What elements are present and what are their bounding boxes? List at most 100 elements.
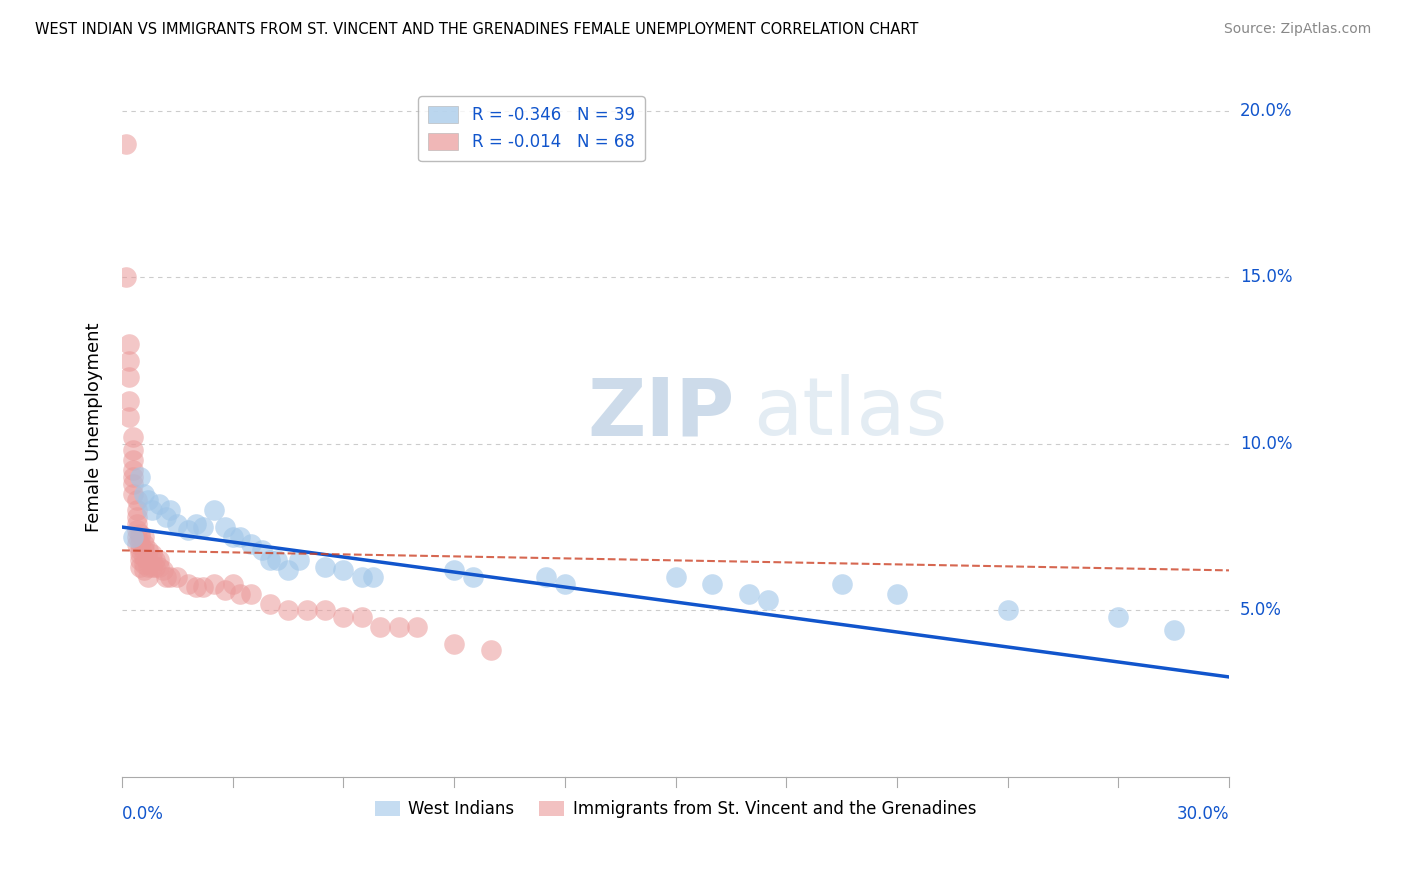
Point: [370, 620, 392, 634]
Point: [134, 487, 156, 501]
Text: ZIP: ZIP: [586, 374, 734, 452]
Point: [118, 353, 141, 368]
Point: [155, 570, 177, 584]
Text: 15.0%: 15.0%: [1240, 268, 1292, 286]
Point: [443, 637, 465, 651]
Point: [332, 563, 354, 577]
Point: [148, 560, 170, 574]
Point: [184, 516, 207, 531]
Point: [252, 543, 274, 558]
Point: [240, 587, 263, 601]
Point: [295, 603, 318, 617]
Text: 30.0%: 30.0%: [1177, 805, 1229, 822]
Legend: West Indians, Immigrants from St. Vincent and the Grenadines: West Indians, Immigrants from St. Vincen…: [368, 793, 983, 824]
Point: [122, 530, 145, 544]
Point: [125, 537, 148, 551]
Point: [129, 470, 152, 484]
Point: [122, 430, 145, 444]
Point: [222, 576, 245, 591]
Point: [1163, 624, 1185, 638]
Point: [141, 503, 163, 517]
Point: [314, 560, 336, 574]
Point: [159, 503, 181, 517]
Point: [184, 580, 207, 594]
Point: [997, 603, 1019, 617]
Point: [125, 510, 148, 524]
Point: [166, 516, 188, 531]
Point: [141, 553, 163, 567]
Point: [143, 560, 166, 574]
Point: [738, 587, 761, 601]
Point: [350, 570, 373, 584]
Point: [536, 570, 558, 584]
Point: [129, 547, 152, 561]
Point: [122, 453, 145, 467]
Point: [314, 603, 336, 617]
Point: [122, 463, 145, 477]
Point: [125, 524, 148, 538]
Point: [664, 570, 686, 584]
Point: [554, 576, 576, 591]
Point: [118, 410, 141, 425]
Point: [702, 576, 724, 591]
Point: [125, 516, 148, 531]
Point: [159, 570, 181, 584]
Point: [129, 526, 152, 541]
Text: Source: ZipAtlas.com: Source: ZipAtlas.com: [1223, 22, 1371, 37]
Text: 0.0%: 0.0%: [122, 805, 165, 822]
Point: [134, 537, 156, 551]
Point: [143, 553, 166, 567]
Point: [122, 476, 145, 491]
Point: [406, 620, 429, 634]
Point: [118, 337, 141, 351]
Point: [155, 510, 177, 524]
Point: [148, 497, 170, 511]
Point: [350, 610, 373, 624]
Point: [125, 530, 148, 544]
Point: [193, 520, 215, 534]
Point: [136, 493, 159, 508]
Point: [134, 549, 156, 564]
Point: [118, 370, 141, 384]
Point: [129, 543, 152, 558]
Point: [125, 493, 148, 508]
Point: [152, 563, 174, 577]
Point: [193, 580, 215, 594]
Point: [259, 553, 281, 567]
Text: 10.0%: 10.0%: [1240, 434, 1292, 453]
Point: [259, 597, 281, 611]
Point: [361, 570, 384, 584]
Point: [277, 603, 299, 617]
Point: [177, 576, 200, 591]
Point: [288, 553, 311, 567]
Point: [756, 593, 779, 607]
Point: [229, 587, 252, 601]
Point: [148, 553, 170, 567]
Point: [166, 570, 188, 584]
Point: [332, 610, 354, 624]
Point: [388, 620, 411, 634]
Point: [136, 543, 159, 558]
Text: atlas: atlas: [754, 374, 948, 452]
Point: [1107, 610, 1129, 624]
Point: [479, 643, 502, 657]
Point: [214, 583, 236, 598]
Point: [134, 563, 156, 577]
Y-axis label: Female Unemployment: Female Unemployment: [86, 322, 103, 532]
Point: [141, 547, 163, 561]
Point: [136, 553, 159, 567]
Point: [443, 563, 465, 577]
Point: [266, 553, 288, 567]
Point: [134, 557, 156, 571]
Text: WEST INDIAN VS IMMIGRANTS FROM ST. VINCENT AND THE GRENADINES FEMALE UNEMPLOYMEN: WEST INDIAN VS IMMIGRANTS FROM ST. VINCE…: [35, 22, 918, 37]
Text: 20.0%: 20.0%: [1240, 102, 1292, 120]
Point: [114, 270, 136, 285]
Point: [136, 560, 159, 574]
Point: [229, 530, 252, 544]
Point: [134, 530, 156, 544]
Point: [886, 587, 908, 601]
Point: [214, 520, 236, 534]
Point: [240, 537, 263, 551]
Point: [141, 560, 163, 574]
Point: [202, 576, 225, 591]
